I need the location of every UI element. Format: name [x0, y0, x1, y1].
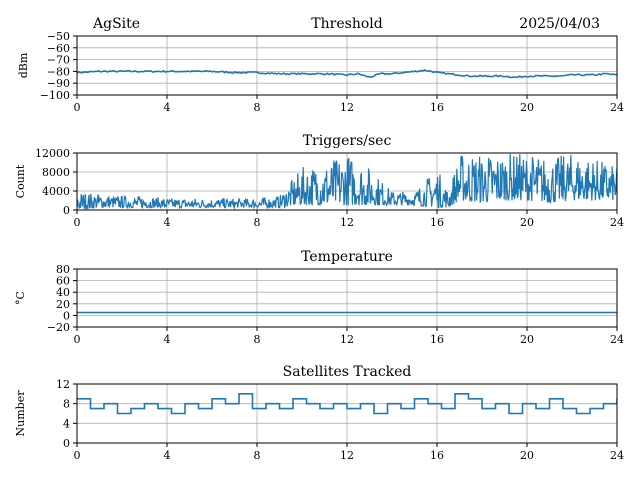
x-tick-label: 4	[164, 101, 171, 114]
grid-lines	[76, 383, 618, 444]
x-tick-label: 4	[164, 449, 171, 462]
x-tick-label: 8	[254, 449, 261, 462]
y-tick-label: 8	[63, 398, 70, 411]
date-label: 2025/04/03	[519, 16, 600, 32]
y-tick-label: 4000	[42, 185, 70, 198]
x-tick-label: 4	[164, 216, 171, 229]
panel-title: Threshold	[311, 16, 382, 32]
y-tick-label: 20	[56, 298, 70, 311]
series-line-1	[77, 69, 617, 79]
y-tick-label: 8000	[42, 166, 70, 179]
x-tick-label: 12	[340, 333, 354, 346]
panel-1: 0 4 8 12 16 20 24 −50−60−70−80−90−100 Threshold d…	[17, 16, 624, 114]
y-axis-label: Number	[14, 390, 27, 437]
x-tick-label: 16	[430, 333, 444, 346]
y-axis-label: dBm	[17, 52, 30, 78]
y-tick-label: 60	[56, 275, 70, 288]
x-tick-label: 8	[254, 216, 261, 229]
x-tick-label: 0	[74, 333, 81, 346]
x-tick-label: 24	[610, 333, 624, 346]
x-tick-label: 0	[74, 449, 81, 462]
chart-panels: 0 4 8 12 16 20 24 −50−60−70−80−90−100 Threshold d…	[14, 16, 624, 462]
x-tick-label: 0	[74, 216, 81, 229]
y-tick-label: −80	[47, 65, 70, 78]
x-tick-label: 8	[254, 101, 261, 114]
y-axis-label: Count	[14, 164, 27, 198]
y-tick-label: 80	[56, 263, 70, 276]
y-tick-label: 40	[56, 286, 70, 299]
y-tick-label: 0	[63, 437, 70, 450]
y-tick-label: 4	[63, 417, 70, 430]
x-tick-label: 20	[520, 333, 534, 346]
x-tick-label: 20	[520, 101, 534, 114]
x-tick-label: 12	[340, 449, 354, 462]
panel-2: 0 4 8 12 16 20 24 0 4000 8000 12000 Triggers/sec Cou…	[14, 133, 624, 229]
series-line-1	[77, 154, 617, 210]
panel-title: Temperature	[301, 249, 393, 265]
x-tick-label: 8	[254, 333, 261, 346]
y-tick-label: −50	[47, 30, 70, 43]
x-tick-label: 16	[430, 101, 444, 114]
y-tick-label: −70	[47, 54, 70, 67]
x-tick-label: 24	[610, 449, 624, 462]
y-tick-label: −60	[47, 42, 70, 55]
y-tick-label: −90	[47, 77, 70, 90]
x-tick-label: 16	[430, 216, 444, 229]
y-tick-label: 12	[56, 378, 70, 391]
y-tick-label: 12000	[35, 147, 70, 160]
site-label: AgSite	[92, 16, 140, 32]
x-tick-label: 0	[74, 101, 81, 114]
x-tick-label: 20	[520, 216, 534, 229]
grid-lines	[76, 35, 618, 96]
grid-lines	[76, 268, 618, 328]
x-tick-label: 24	[610, 101, 624, 114]
y-tick-label: 0	[63, 204, 70, 217]
y-tick-label: −20	[47, 321, 70, 334]
x-tick-label: 4	[164, 333, 171, 346]
x-tick-label: 24	[610, 216, 624, 229]
y-tick-label: −100	[40, 89, 70, 102]
y-tick-label: 0	[63, 309, 70, 322]
series-line-1	[77, 392, 617, 415]
x-tick-label: 12	[340, 216, 354, 229]
panel-title: Triggers/sec	[303, 133, 392, 149]
panel-title: Satellites Tracked	[283, 364, 412, 380]
x-tick-label: 16	[430, 449, 444, 462]
x-tick-label: 12	[340, 101, 354, 114]
x-tick-label: 20	[520, 449, 534, 462]
y-axis-label: °C	[14, 291, 27, 305]
panel-4: 0 4 8 12 16 20 24 0 4 8 12 Satellites Tracked Number	[14, 364, 624, 462]
